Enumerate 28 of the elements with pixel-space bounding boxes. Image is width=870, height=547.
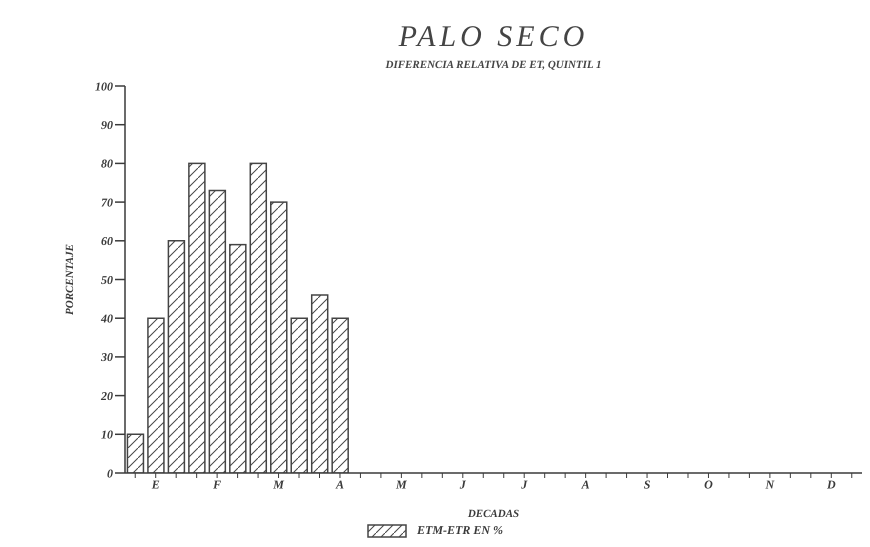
x-axis-title: DECADAS (466, 508, 520, 520)
y-axis-title: PORCENTAJE (64, 244, 76, 315)
x-tick-label: N (764, 478, 776, 492)
x-tick-label: M (395, 478, 408, 492)
y-tick-label: 40 (100, 311, 113, 326)
text: ETM-ETR EN % (416, 523, 503, 537)
x-tick-label: E (150, 478, 160, 492)
chart-subtitle: DIFERENCIA RELATIVA DE ET, QUINTIL 1 (386, 59, 602, 71)
y-tick-label: 80 (101, 156, 113, 171)
y-tick-label: 50 (101, 272, 113, 287)
x-tick-label: D (826, 478, 836, 492)
y-tick-label: 10 (101, 428, 113, 442)
y-tick-label: 30 (100, 350, 113, 364)
x-tick-label: M (272, 478, 284, 492)
x-tick-label: J (458, 478, 467, 492)
x-tick-label: A (580, 478, 590, 492)
x-tick-label: S (644, 478, 651, 492)
y-tick-label: 70 (101, 195, 113, 210)
y-tick-label: 100 (95, 79, 113, 94)
x-tick-label: F (212, 478, 222, 492)
chart-title: PALO SECO (398, 20, 588, 53)
y-tick-label: 60 (101, 234, 113, 248)
x-tick-label: A (334, 478, 344, 492)
x-tick-label: O (704, 478, 714, 492)
y-tick-label: 20 (100, 388, 113, 403)
y-tick-label: 90 (101, 118, 113, 132)
y-tick-label: 0 (107, 466, 113, 480)
x-tick-label: J (520, 478, 528, 492)
